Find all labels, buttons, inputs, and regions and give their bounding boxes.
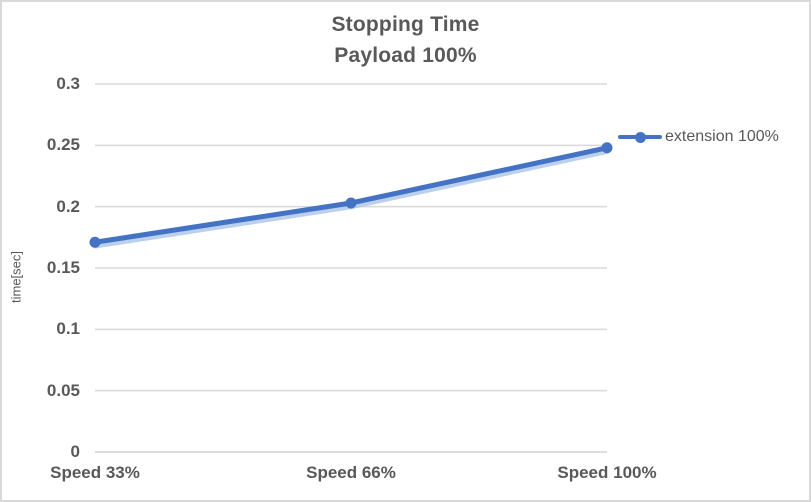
legend-marker-icon: [635, 132, 646, 143]
data-point-marker: [345, 197, 357, 209]
x-tick-label: Speed 66%: [306, 463, 396, 482]
y-tick-label: 0: [70, 442, 80, 461]
legend-line-marker-swatch: [618, 131, 662, 143]
y-tick-label: 0.25: [46, 135, 80, 155]
y-tick-label: 0.05: [46, 380, 80, 400]
legend: extension 100%: [618, 128, 779, 146]
legend-label: extension 100%: [665, 128, 779, 145]
data-point-marker: [601, 142, 613, 154]
data-point-marker: [89, 236, 101, 248]
chart-title-line2: Payload 100%: [334, 44, 477, 67]
y-tick-label: 0.1: [56, 319, 80, 339]
chart-title: Stopping Time Payload 100%: [2, 9, 809, 71]
chart-title-line1: Stopping Time: [331, 13, 480, 36]
x-tick-label: Speed 100%: [557, 463, 657, 482]
y-tick-label: 0.3: [56, 74, 80, 93]
y-tick-label: 0.15: [46, 258, 80, 277]
x-tick-label: Speed 33%: [50, 463, 140, 482]
series-line: [92, 145, 610, 245]
y-tick-label: 0.2: [56, 196, 80, 216]
